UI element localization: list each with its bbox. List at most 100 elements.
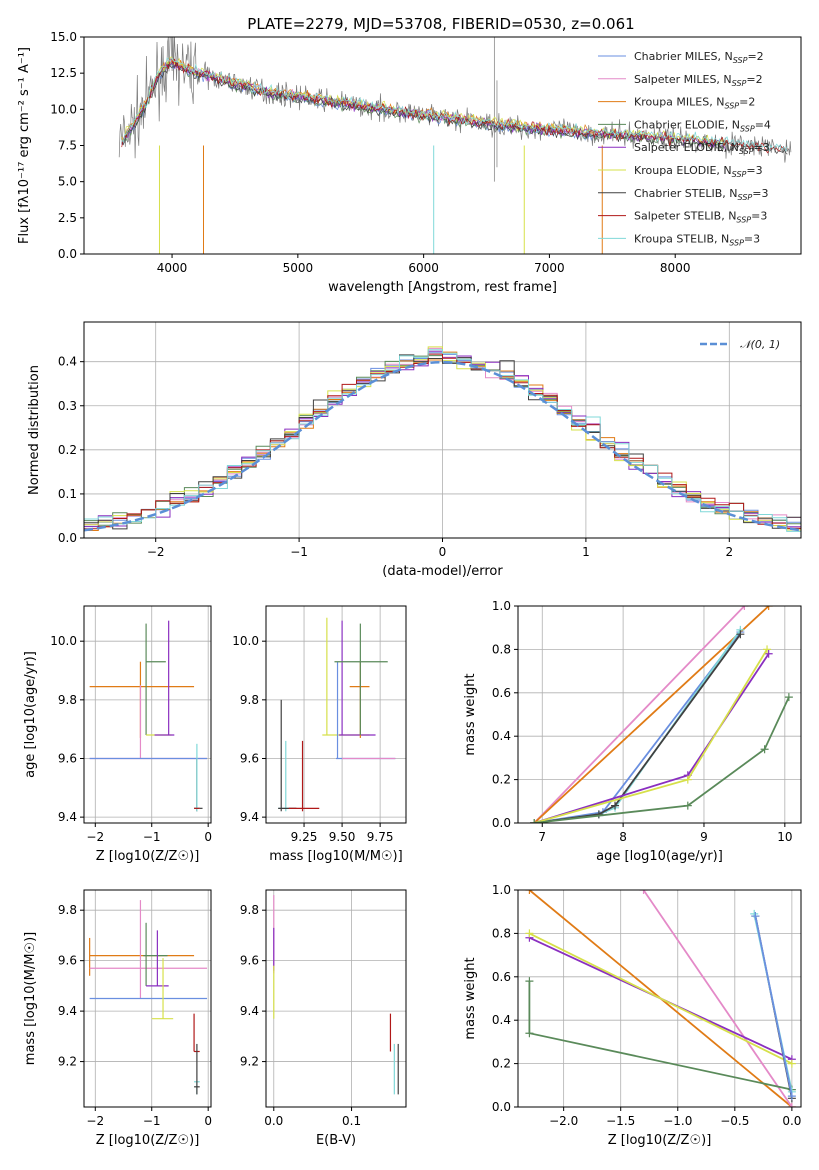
normal-curve <box>84 360 801 532</box>
legend-label: 𝒩(0, 1) <box>740 338 780 351</box>
legend-label: Kroupa ELODIE, NSSP=3 <box>634 164 763 179</box>
mass-weight-marker <box>787 1103 796 1107</box>
mass-weight-line <box>533 606 746 823</box>
mass-weight-line <box>534 696 790 823</box>
mass-weight-marker <box>525 929 534 938</box>
legend-label: Chabrier MILES, NSSP=2 <box>634 50 764 65</box>
mass-weight-marker <box>683 775 692 784</box>
y-tick-label: 10.0 <box>50 634 77 648</box>
y-tick-label: 9.2 <box>240 1055 259 1069</box>
x-tick-label: −2 <box>147 545 165 559</box>
mass-weight-line <box>533 653 770 823</box>
mass-weight-marker <box>639 890 648 894</box>
x-tick-label: 7000 <box>534 261 565 275</box>
x-tick-label: 8 <box>619 830 627 844</box>
y-tick-label: 0.8 <box>492 642 511 656</box>
y-axis-label: age [log10(age/yr)] <box>23 651 38 778</box>
model-spectrum <box>121 57 788 152</box>
mass-weight-marker <box>750 909 759 918</box>
legend-label: Salpeter ELODIE, NSSP=3 <box>634 141 770 156</box>
x-tick-label: 0 <box>439 545 447 559</box>
y-tick-label: 9.6 <box>58 751 77 765</box>
x-tick-label: 0 <box>204 1114 212 1128</box>
x-axis-label: E(B-V) <box>316 1133 356 1148</box>
y-tick-label: 0.6 <box>492 970 511 984</box>
y-tick-label: 9.6 <box>240 954 259 968</box>
axes-frame <box>517 889 802 1108</box>
mass-weight-marker <box>784 693 793 702</box>
y-tick-label: 9.4 <box>240 1004 259 1018</box>
y-tick-label: 0.3 <box>58 399 77 413</box>
mass-weight-line <box>529 932 793 1065</box>
mass-weight-marker <box>611 801 620 810</box>
y-tick-label: 0.4 <box>492 1013 511 1027</box>
errorbar-plot-area <box>89 900 208 1095</box>
legend-label: Salpeter MILES, NSSP=2 <box>634 73 763 88</box>
y-tick-label: 0.4 <box>58 355 77 369</box>
y-axis-label: mass weight <box>463 673 478 755</box>
x-tick-label: −0.5 <box>720 1114 749 1128</box>
legend-label: Kroupa MILES, NSSP=2 <box>634 96 755 111</box>
x-tick-label: −2 <box>86 830 104 844</box>
x-tick-label: 0 <box>204 830 212 844</box>
y-tick-label: 0.2 <box>492 1057 511 1071</box>
legend-label: Kroupa STELIB, NSSP=3 <box>634 232 760 247</box>
x-tick-label: −1 <box>143 830 161 844</box>
mass-weight-line <box>642 890 793 1107</box>
x-tick-label: 0.0 <box>264 1114 283 1128</box>
axes-frame <box>83 889 212 1108</box>
y-axis-label: mass weight <box>463 957 478 1039</box>
figure-title: PLATE=2279, MJD=53708, FIBERID=0530, z=0… <box>247 15 634 33</box>
x-tick-label: 8000 <box>660 261 691 275</box>
axes-frame <box>265 889 407 1108</box>
histogram-plot-area <box>84 346 801 537</box>
y-tick-label: 0.4 <box>492 729 511 743</box>
y-tick-label: 2.5 <box>58 211 77 225</box>
x-tick-label: −2.0 <box>549 1114 578 1128</box>
x-tick-label: −1 <box>290 545 308 559</box>
x-tick-label: 2 <box>725 545 733 559</box>
x-tick-label: 9.25 <box>291 830 318 844</box>
axes-frame <box>83 605 212 824</box>
legend-label: Chabrier STELIB, NSSP=3 <box>634 187 768 202</box>
y-axis-label: Flux [fλ10⁻¹⁷ erg cm⁻² s⁻¹ A⁻¹] <box>17 47 32 244</box>
mass-weight-marker <box>525 1029 534 1038</box>
errorbar-plot-area <box>89 620 208 812</box>
x-axis-label: mass [log10(M/M☉)] <box>269 849 402 864</box>
y-tick-label: 0.0 <box>58 531 77 545</box>
mass-weight-marker <box>763 645 772 654</box>
x-tick-label: 4000 <box>157 261 188 275</box>
mass-weight-marker <box>764 606 773 610</box>
axes-frame <box>517 605 802 824</box>
axes-frame <box>83 36 802 255</box>
y-tick-label: 9.8 <box>58 693 77 707</box>
axes-frame <box>265 605 407 824</box>
x-tick-label: 0.0 <box>782 1114 801 1128</box>
y-tick-label: 10.0 <box>232 634 259 648</box>
mass-weight-marker <box>530 819 539 823</box>
x-tick-label: 9.50 <box>329 830 356 844</box>
x-tick-label: −1.0 <box>663 1114 692 1128</box>
y-tick-label: 0.0 <box>492 1100 511 1114</box>
x-axis-label: (data-model)/error <box>382 564 503 579</box>
mass-weight-marker <box>787 1059 796 1068</box>
x-axis-label: wavelength [Angstrom, rest frame] <box>328 280 557 295</box>
mass-weight-plot-area <box>525 890 796 1107</box>
spectrum-plot-area <box>118 37 792 254</box>
y-tick-label: 12.5 <box>50 66 77 80</box>
y-tick-label: 9.6 <box>240 751 259 765</box>
y-tick-label: 0.6 <box>492 686 511 700</box>
model-spectrum <box>121 62 788 155</box>
y-tick-label: 7.5 <box>58 139 77 153</box>
y-tick-label: 0.0 <box>58 247 77 261</box>
y-tick-label: 9.4 <box>58 1004 77 1018</box>
mass-weight-marker <box>751 912 760 921</box>
mass-weight-marker <box>683 801 692 810</box>
mass-weight-marker <box>525 890 534 894</box>
mass-weight-marker <box>764 649 773 658</box>
y-tick-label: 9.2 <box>58 1055 77 1069</box>
mass-weight-line <box>754 915 793 1097</box>
y-tick-label: 0.8 <box>492 926 511 940</box>
x-axis-label: age [log10(age/yr)] <box>596 849 723 864</box>
